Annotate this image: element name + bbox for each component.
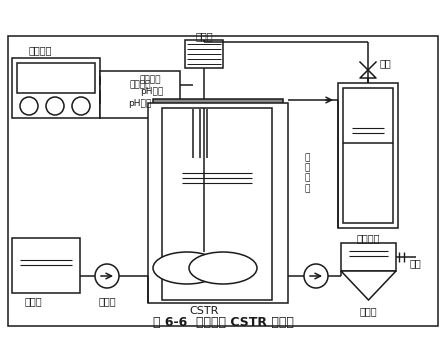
Bar <box>338 83 398 228</box>
Circle shape <box>72 97 90 115</box>
Text: 自控装置: 自控装置 <box>28 45 52 55</box>
Text: 排气: 排气 <box>379 58 391 68</box>
Text: 配水槽: 配水槽 <box>24 296 42 306</box>
Text: 温度探头: 温度探头 <box>140 75 161 84</box>
Text: 图 6-6  高温厌氧 CSTR 示意图: 图 6-6 高温厌氧 CSTR 示意图 <box>153 316 293 330</box>
Bar <box>153 99 283 109</box>
Text: 沉淀池: 沉淀池 <box>359 306 377 316</box>
Circle shape <box>304 264 328 288</box>
Text: 水
浴
夹
套: 水 浴 夹 套 <box>304 153 310 193</box>
Text: 集气装置: 集气装置 <box>356 233 380 243</box>
Bar <box>341 243 396 271</box>
Circle shape <box>46 97 64 115</box>
Text: CSTR: CSTR <box>189 306 219 316</box>
Bar <box>12 238 80 293</box>
Ellipse shape <box>153 252 221 284</box>
Text: 搅拌器: 搅拌器 <box>195 31 213 41</box>
Text: pH探头: pH探头 <box>140 87 163 95</box>
Text: 出水: 出水 <box>409 258 421 268</box>
Polygon shape <box>341 271 396 300</box>
Bar <box>148 103 288 303</box>
Ellipse shape <box>189 252 257 284</box>
Text: pH探头: pH探头 <box>128 99 152 109</box>
Text: 温度探头: 温度探头 <box>129 80 151 89</box>
Bar <box>17 63 95 93</box>
Bar <box>12 58 100 118</box>
Bar <box>100 71 180 118</box>
Circle shape <box>20 97 38 115</box>
Circle shape <box>95 264 119 288</box>
Bar <box>162 108 272 300</box>
Bar <box>185 40 223 68</box>
Text: 蠕动泵: 蠕动泵 <box>98 296 116 306</box>
Bar <box>343 88 393 223</box>
